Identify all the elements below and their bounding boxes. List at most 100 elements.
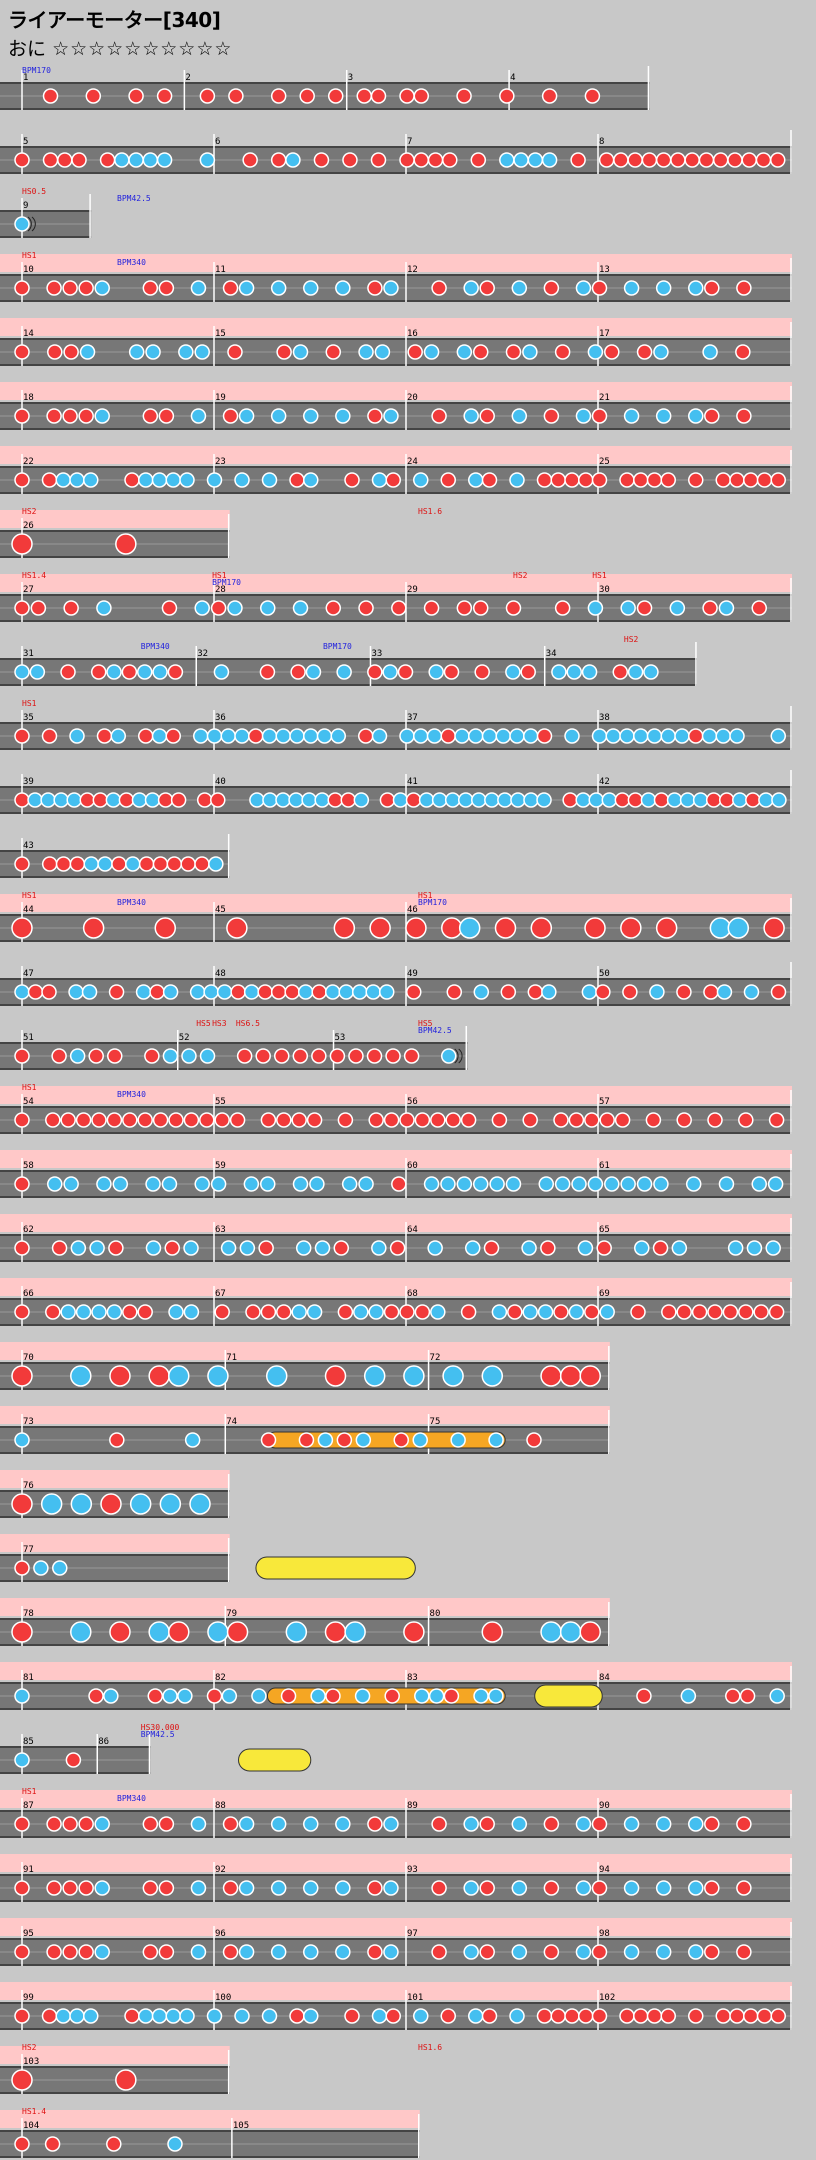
- ka-note: [145, 1176, 161, 1192]
- ka-note: [55, 472, 71, 488]
- scroll-speed-label: HS2: [22, 2043, 37, 2052]
- don-note: [78, 1816, 94, 1832]
- lane-edge: [0, 812, 792, 814]
- don-note: [707, 1304, 723, 1320]
- don-note: [385, 472, 401, 488]
- don-note: [704, 1816, 720, 1832]
- don-note: [385, 2008, 401, 2024]
- ka-note: [94, 1816, 110, 1832]
- don-note: [507, 1304, 523, 1320]
- ka-note: [79, 344, 96, 360]
- ka-note: [136, 664, 153, 680]
- ka-note: [189, 984, 206, 1000]
- ka-note: [189, 1493, 211, 1515]
- ka-note: [335, 408, 351, 424]
- don-note: [71, 152, 87, 168]
- don-note: [229, 1112, 246, 1128]
- don-note: [14, 1048, 30, 1064]
- ka-note: [125, 856, 141, 872]
- don-note: [472, 600, 489, 616]
- don-note: [445, 1112, 461, 1128]
- ka-note: [262, 792, 278, 808]
- don-note: [736, 408, 752, 424]
- ka-note: [418, 792, 435, 808]
- don-note: [579, 1621, 601, 1643]
- don-note: [584, 1112, 600, 1128]
- don-note: [75, 1112, 92, 1128]
- ka-note: [575, 792, 591, 808]
- don-note: [168, 1621, 190, 1643]
- don-note: [440, 472, 456, 488]
- ka-note: [70, 1493, 93, 1515]
- measure-number: 13: [599, 265, 610, 275]
- lane-edge: [0, 1554, 230, 1556]
- don-note: [479, 1880, 495, 1896]
- don-note: [260, 1432, 277, 1448]
- ka-note: [270, 280, 287, 296]
- measure-number: 72: [430, 1353, 441, 1363]
- don-note: [653, 792, 670, 808]
- don-note: [327, 792, 343, 808]
- don-note: [42, 88, 59, 104]
- ka-note: [162, 984, 179, 1000]
- ka-note: [751, 1176, 767, 1192]
- don-note: [142, 1944, 159, 1960]
- bpm-label: BPM340: [117, 1794, 146, 1803]
- measure-number: 82: [215, 1673, 226, 1683]
- ka-note: [344, 1621, 366, 1643]
- ka-note: [177, 1688, 193, 1704]
- bpm-label: BPM170: [418, 898, 447, 907]
- don-note: [472, 344, 489, 360]
- lane-edge: [0, 1132, 792, 1134]
- don-note: [78, 408, 94, 424]
- don-note: [479, 1944, 495, 1960]
- ka-note: [456, 1176, 473, 1192]
- ka-note: [383, 280, 399, 296]
- don-note: [505, 600, 522, 616]
- ka-note: [83, 472, 99, 488]
- lane-edge: [0, 1298, 792, 1300]
- don-note: [704, 280, 720, 296]
- don-note: [27, 984, 44, 1000]
- measure-number: 24: [407, 457, 418, 467]
- bpm-label: BPM170: [212, 578, 241, 587]
- lane-edge: [0, 786, 792, 788]
- gogo-band: [0, 1598, 610, 1616]
- measure-number: 86: [98, 1737, 109, 1747]
- don-note: [591, 472, 608, 488]
- don-note: [715, 472, 731, 488]
- ka-note: [265, 1365, 288, 1387]
- don-note: [596, 1240, 612, 1256]
- don-note: [704, 1880, 720, 1896]
- scroll-speed-label: HS1.4: [22, 571, 46, 580]
- ka-note: [770, 728, 786, 744]
- don-note: [222, 1944, 239, 1960]
- ka-note: [472, 1176, 489, 1192]
- ka-note: [162, 1688, 178, 1704]
- don-note: [358, 600, 374, 616]
- don-note: [306, 1112, 323, 1128]
- measure-number: 40: [215, 777, 226, 787]
- ka-note: [540, 1621, 562, 1643]
- don-note: [62, 1816, 78, 1832]
- don-note: [142, 280, 159, 296]
- measure-number: 34: [546, 649, 557, 659]
- don-note: [11, 917, 33, 939]
- don-note: [370, 88, 387, 104]
- don-note: [727, 152, 743, 168]
- balloon-note: [534, 1684, 603, 1708]
- ka-note: [458, 917, 481, 939]
- don-note: [14, 408, 30, 424]
- don-note: [369, 917, 391, 939]
- measure-number: 101: [407, 1993, 423, 2003]
- don-note: [423, 600, 440, 616]
- ka-note: [216, 984, 233, 1000]
- ka-note: [55, 2008, 71, 2024]
- measure-number: 52: [179, 1033, 190, 1043]
- ka-note: [354, 1688, 371, 1704]
- measure-number: 80: [430, 1609, 441, 1619]
- don-note: [414, 1112, 431, 1128]
- don-note: [499, 88, 515, 104]
- scroll-speed-label: HS2: [22, 507, 37, 516]
- scroll-speed-label: HS5: [418, 1019, 433, 1028]
